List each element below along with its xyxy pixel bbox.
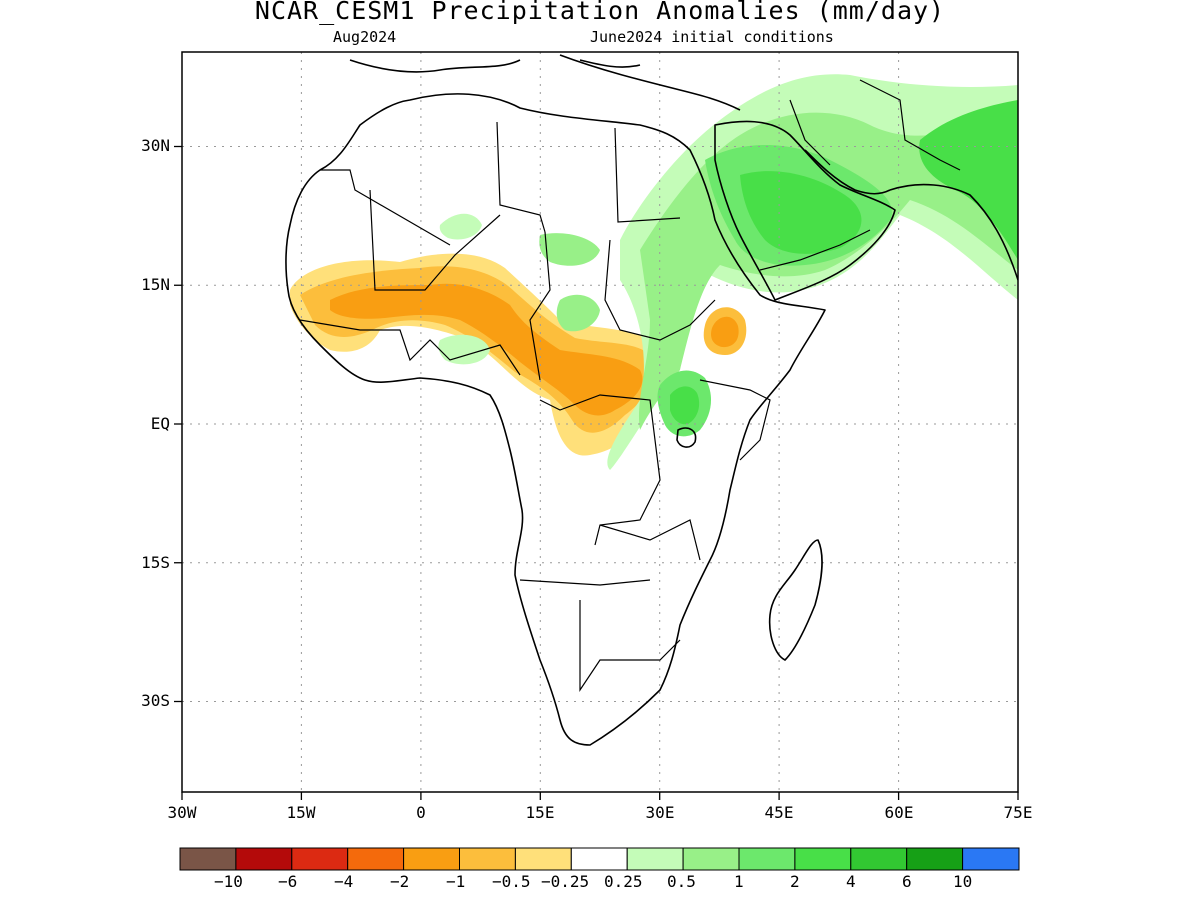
lat-label: 15N	[141, 275, 170, 294]
iran-india-coastline	[889, 183, 1018, 281]
border-mali-niger	[369, 189, 501, 291]
chad-wet	[556, 294, 600, 332]
colorbar-swatch	[626, 847, 684, 871]
lon-label: 60E	[884, 803, 914, 822]
colorbar-swatch	[459, 847, 516, 871]
colorbar-label: −10	[214, 872, 243, 891]
colorbar-swatch	[403, 847, 461, 871]
colorbar-swatch	[738, 847, 796, 871]
border-kenya-somalia	[699, 379, 771, 461]
initial-conditions: June2024 initial conditions	[590, 28, 834, 46]
lat-label: 30S	[141, 691, 170, 710]
colorbar-swatch	[347, 847, 405, 871]
colorbar-label: 0.5	[667, 872, 696, 891]
border-west-africa	[299, 319, 521, 376]
colorbar-swatch	[235, 847, 293, 871]
border-drc	[539, 394, 661, 546]
colorbar-label: −6	[278, 872, 298, 891]
east-africa-wet-core	[670, 386, 700, 425]
colorbar-swatch	[291, 847, 349, 871]
border-sudan	[604, 239, 716, 341]
ethiopia-dry-patch-inner	[711, 316, 739, 348]
sahara-wet	[439, 213, 482, 240]
colorbar-label: −1	[446, 872, 466, 891]
lon-label: 30E	[645, 803, 675, 822]
chart-title: NCAR_CESM1 Precipitation Anomalies (mm/d…	[254, 0, 946, 25]
colorbar-swatch	[682, 847, 740, 871]
colorbar-swatch	[794, 847, 852, 871]
lat-label: 30N	[141, 136, 170, 155]
west-africa-wet	[438, 334, 490, 365]
colorbar-label: 6	[902, 872, 912, 891]
lat-label: 15S	[141, 553, 170, 572]
colorbar-label: 0.25	[604, 872, 643, 891]
grid-lines	[182, 52, 1018, 792]
lon-label: 15E	[525, 803, 555, 822]
central-africa-dry-core	[330, 283, 643, 416]
colorbar-label: 10	[953, 872, 973, 891]
lon-label: 30W	[167, 803, 197, 822]
lon-label: 75E	[1003, 803, 1033, 822]
west-sudan-wet	[539, 233, 600, 266]
lon-label: 45E	[764, 803, 794, 822]
colorbar-swatch	[906, 847, 964, 871]
colorbar	[179, 847, 1020, 871]
colorbar-swatch	[570, 847, 628, 871]
colorbar-label: −0.5	[492, 872, 531, 891]
country-borders	[299, 79, 961, 692]
persian-gulf-coastline	[804, 149, 891, 195]
colorbar-label: 4	[846, 872, 856, 891]
lon-label: 0	[416, 803, 426, 822]
colorbar-swatch	[179, 847, 237, 871]
arabia-coastline	[714, 120, 896, 301]
africa-coastline	[285, 93, 826, 746]
lake-victoria	[676, 427, 697, 448]
colorbar-label: −2	[390, 872, 410, 891]
anomaly-shading	[290, 74, 1018, 470]
border-south-africa	[579, 600, 681, 692]
border-angola-namibia	[519, 579, 651, 586]
colorbar-label: 1	[734, 872, 744, 891]
coastlines	[285, 54, 1018, 746]
lat-label: EQ	[150, 414, 170, 433]
colorbar-swatch	[514, 847, 572, 871]
axis-ticks	[174, 145, 1019, 800]
border-libya-egypt	[614, 127, 681, 223]
europe-coastline	[349, 54, 741, 111]
lon-label: 15W	[286, 803, 316, 822]
border-zambia-mozambique	[599, 519, 701, 561]
colorbar-label: 2	[790, 872, 800, 891]
border-saudi-yemen	[759, 229, 871, 271]
colorbar-swatch	[962, 847, 1020, 871]
forecast-month: Aug2024	[333, 28, 397, 46]
arabia-wet-core	[740, 171, 862, 254]
border-iraq-iran	[789, 79, 961, 171]
border-algeria-libya	[496, 121, 546, 233]
map-frame	[181, 51, 1019, 793]
colorbar-label: −0.25	[541, 872, 590, 891]
colorbar-swatch	[850, 847, 908, 871]
south-asia-wet	[919, 100, 1018, 260]
madagascar-coastline	[768, 539, 823, 661]
colorbar-label: −4	[334, 872, 354, 891]
border-chad-sudan	[529, 231, 551, 381]
border-mauritania	[320, 169, 451, 246]
